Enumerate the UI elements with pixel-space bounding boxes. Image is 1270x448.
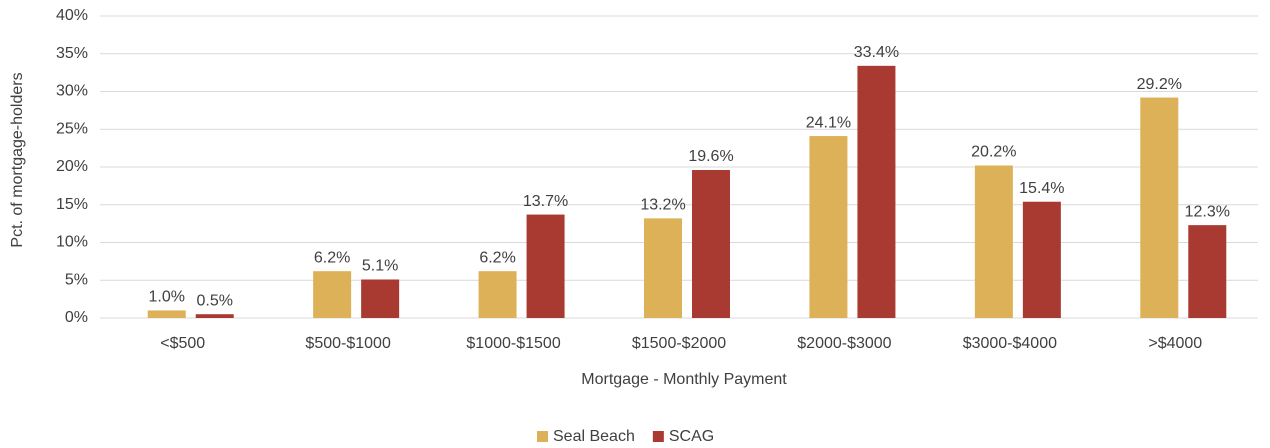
bar <box>809 136 848 318</box>
legend-swatch <box>652 431 664 442</box>
legend-label: SCAG <box>669 428 714 445</box>
y-tick-label: 5% <box>65 271 88 288</box>
bar <box>857 65 896 318</box>
y-tick-label: 25% <box>56 120 88 137</box>
x-axis-label: Mortgage - Monthly Payment <box>581 371 787 388</box>
bar <box>1022 201 1061 318</box>
x-tick-label: $3000-$4000 <box>963 335 1057 352</box>
x-tick-label: >$4000 <box>1148 335 1202 352</box>
bar <box>692 170 730 318</box>
x-tick-label: $1000-$1500 <box>466 335 560 352</box>
value-label: 1.0% <box>148 289 184 306</box>
y-tick-label: 10% <box>56 234 88 251</box>
bar <box>313 271 352 318</box>
value-label: 33.4% <box>854 44 899 61</box>
value-label: 13.7% <box>523 193 568 210</box>
bar <box>361 279 400 318</box>
value-label: 6.2% <box>479 249 515 266</box>
y-tick-label: 20% <box>56 158 88 175</box>
bar <box>1140 97 1179 318</box>
value-label: 19.6% <box>688 148 733 165</box>
value-label: 5.1% <box>362 258 398 275</box>
value-label: 20.2% <box>971 144 1016 161</box>
y-tick-label: 30% <box>56 83 88 100</box>
bar <box>526 214 565 318</box>
x-tick-label: $2000-$3000 <box>797 335 891 352</box>
bar <box>974 165 1013 318</box>
bar <box>644 218 682 318</box>
value-label: 12.3% <box>1185 203 1230 220</box>
y-tick-label: 15% <box>56 196 88 213</box>
bar <box>195 314 234 318</box>
value-label: 24.1% <box>806 114 851 131</box>
y-tick-label: 35% <box>56 45 88 62</box>
x-tick-label: <$500 <box>160 335 205 352</box>
legend-label: Seal Beach <box>553 428 635 445</box>
y-axis-label: Pct. of mortgage-holders <box>9 72 26 247</box>
bar <box>147 310 186 318</box>
y-tick-label: 40% <box>56 7 88 24</box>
legend-swatch <box>537 431 548 442</box>
value-label: 29.2% <box>1137 76 1182 93</box>
value-label: 0.5% <box>196 292 232 309</box>
x-tick-label: $1500-$2000 <box>632 335 726 352</box>
value-label: 15.4% <box>1019 180 1064 197</box>
bar <box>478 271 517 318</box>
y-tick-label: 0% <box>65 309 88 326</box>
value-label: 13.2% <box>640 197 685 214</box>
value-label: 6.2% <box>314 249 350 266</box>
x-tick-label: $500-$1000 <box>305 335 391 352</box>
bar <box>1188 225 1227 318</box>
